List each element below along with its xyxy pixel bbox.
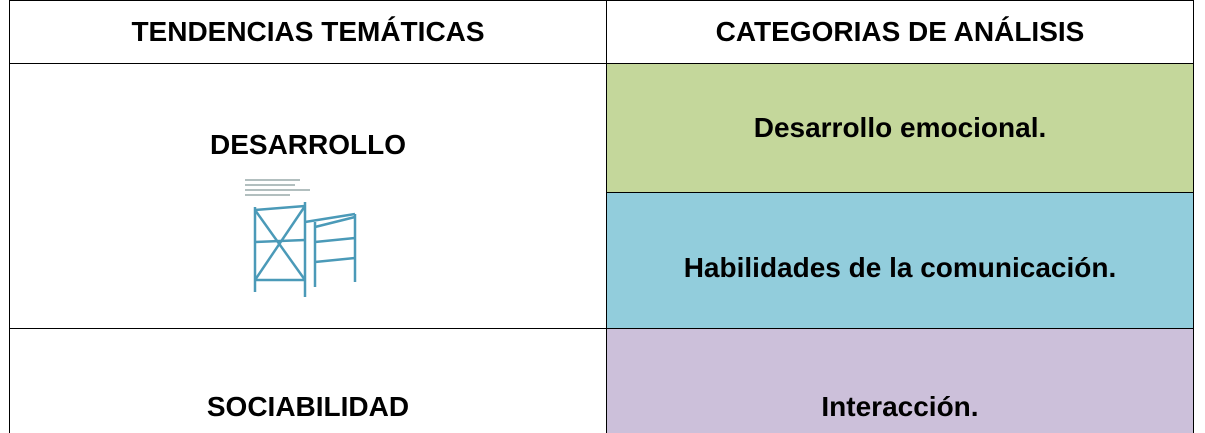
category-cell: Desarrollo emocional. [607,64,1193,192]
category-cell: Habilidades de la comunicación. [607,193,1193,328]
header-cell: CATEGORIAS DE ANÁLISIS [715,16,1085,47]
scaffold-image [245,179,357,297]
border [9,0,1194,1]
border [606,0,607,433]
border [9,0,10,433]
border [9,328,1194,329]
theme-cell: SOCIABILIDAD [206,390,410,422]
header-cell: TENDENCIAS TEMÁTICAS [131,16,485,47]
border [9,63,1194,64]
theme-cell: DESARROLLO [210,129,406,160]
border [606,192,1194,193]
border [1193,0,1194,433]
category-cell: Interacción. [607,329,1193,433]
